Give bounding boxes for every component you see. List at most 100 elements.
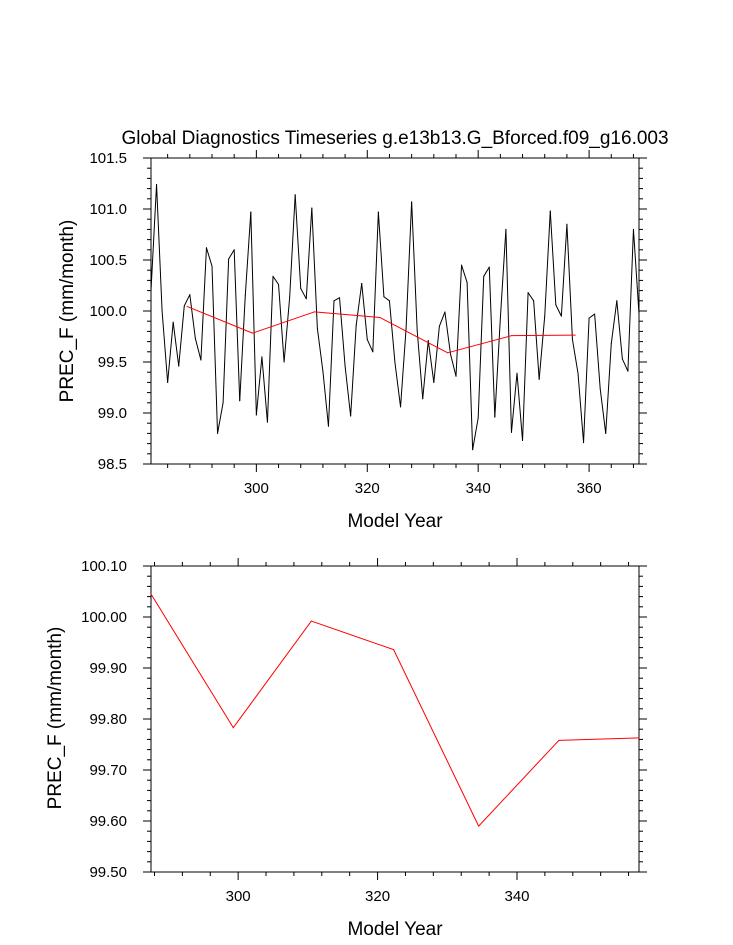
decadal-mean-segment: [150, 593, 234, 729]
decadal-mean-segment: [310, 620, 395, 651]
annual-series-segment: [472, 417, 479, 451]
plot-frame: [150, 157, 640, 465]
annual-series-segment: [549, 210, 557, 306]
annual-series-segment: [361, 282, 368, 341]
annual-series-segment: [316, 327, 324, 372]
y-tick-label: 101.0: [89, 201, 127, 218]
annual-series-segment: [350, 324, 357, 417]
annual-series-segment: [217, 402, 224, 434]
annual-series-segment: [594, 313, 601, 390]
annual-series-segment: [167, 321, 174, 383]
annual-series-segment: [632, 228, 640, 315]
x-tick-label: 300: [244, 480, 269, 497]
series-1: [150, 184, 640, 451]
annual-series-segment: [455, 264, 463, 377]
y-tick-label: 100.00: [81, 609, 127, 626]
annual-series-segment: [222, 258, 230, 404]
annual-series-segment: [555, 304, 562, 317]
y-tick-label: 99.80: [89, 711, 127, 728]
annual-series-segment: [250, 211, 257, 416]
x-tick-label: 340: [466, 480, 491, 497]
annual-series-segment: [499, 228, 507, 319]
y-axis-label: PREC_F (mm/month): [57, 220, 78, 403]
annual-series-segment: [339, 297, 346, 367]
annual-series-segment: [416, 329, 424, 400]
annual-series-segment: [200, 247, 207, 361]
y-tick-label: 99.60: [89, 813, 127, 830]
annual-series-segment: [394, 362, 402, 408]
annual-series-segment: [233, 249, 241, 402]
annual-series-segment: [266, 275, 274, 423]
chart-title: Global Diagnostics Timeseries g.e13b13.G…: [121, 128, 668, 149]
x-tick-label: 320: [355, 480, 380, 497]
annual-series-segment: [494, 317, 501, 418]
y-axis-label: PREC_F (mm/month): [45, 627, 66, 810]
plot-marks: 300 320 340 99.50 99.60 99.70 99.80 99.90 100.00…: [81, 558, 647, 905]
y-tick-label: 99.5: [98, 354, 127, 371]
annual-series-segment: [405, 201, 413, 329]
plot-frame: [150, 565, 640, 873]
annual-series-segment: [605, 343, 612, 434]
annual-series-segment: [616, 300, 623, 360]
annual-series-segment: [344, 365, 352, 417]
annual-series-segment: [156, 184, 163, 312]
annual-series-segment: [577, 372, 585, 444]
annual-series-segment: [400, 327, 407, 408]
annual-series-segment: [244, 211, 252, 297]
series-1: [150, 593, 640, 827]
annual-series-segment: [289, 194, 296, 299]
x-tick-label: 340: [504, 888, 529, 905]
annual-series-segment: [560, 223, 568, 317]
annual-series-segment: [599, 388, 607, 434]
annual-series-segment: [283, 297, 291, 363]
y-tick-label: 100.5: [89, 252, 127, 269]
y-tick-label: 99.50: [89, 864, 127, 881]
decadal-mean-segment: [393, 649, 480, 827]
annual-series-segment: [150, 184, 158, 292]
annual-series-segment: [422, 340, 429, 400]
decadal-mean-segment: [251, 311, 316, 334]
annual-series-segment: [438, 311, 446, 327]
annual-series-segment: [533, 300, 540, 380]
annual-series-segment: [383, 296, 390, 302]
annual-series-segment: [355, 282, 363, 326]
annual-series-segment: [483, 266, 490, 277]
annual-series-segment: [538, 315, 546, 380]
annual-series-segment: [272, 275, 280, 285]
annual-series-segment: [377, 211, 385, 298]
annual-series-segment: [510, 372, 518, 433]
annual-series-segment: [461, 264, 468, 283]
annual-series-segment: [527, 292, 535, 302]
annual-series-segment: [305, 207, 313, 300]
decadal-mean-segment: [314, 311, 381, 319]
annual-series-segment: [516, 372, 524, 442]
annual-series-segment: [372, 211, 379, 353]
x-axis-label: Model Year: [347, 511, 443, 532]
y-tick-label: 100.0: [89, 303, 127, 320]
annual-series-segment: [183, 294, 191, 307]
decadal-mean-segment: [558, 737, 640, 741]
y-tick-label: 99.90: [89, 660, 127, 677]
annual-series-segment: [433, 325, 440, 383]
decadal-mean-segment: [447, 335, 512, 354]
y-tick-label: 99.70: [89, 762, 127, 779]
annual-series-segment: [621, 358, 629, 372]
annual-series-segment: [449, 353, 457, 377]
annual-series-segment: [161, 310, 169, 383]
annual-series-segment: [411, 201, 418, 331]
annual-series-segment: [583, 317, 590, 444]
annual-series-segment: [178, 305, 185, 367]
annual-series-segment: [239, 295, 246, 402]
annual-series-segment: [300, 288, 307, 300]
annual-series-segment: [388, 300, 396, 364]
annual-series-segment: [505, 228, 512, 433]
annual-series-segment: [466, 281, 474, 451]
annual-series-segment: [261, 356, 268, 423]
annual-series-segment: [189, 294, 196, 340]
decadal-mean-segment: [186, 305, 253, 334]
annual-series-segment: [211, 265, 219, 434]
annual-series-segment: [488, 266, 496, 418]
annual-series-segment: [322, 370, 329, 427]
annual-series-segment: [366, 339, 374, 353]
annual-series-segment: [444, 311, 451, 355]
